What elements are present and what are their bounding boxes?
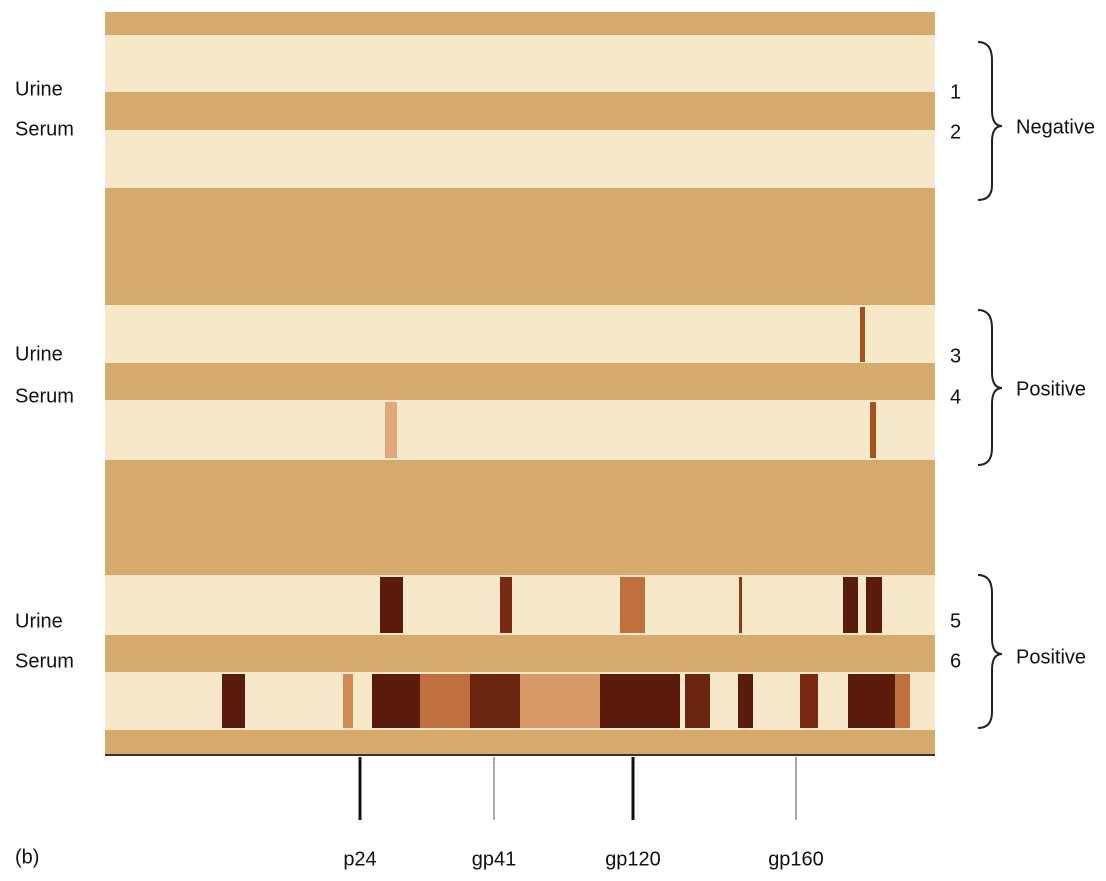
band <box>385 402 397 458</box>
marker-label: gp120 <box>605 848 661 870</box>
blot-membrane <box>105 12 935 755</box>
band <box>420 674 470 728</box>
brace <box>977 574 1003 729</box>
sample-label: Serum <box>15 385 74 407</box>
band <box>739 577 742 633</box>
band <box>380 577 403 633</box>
band <box>222 674 245 728</box>
strip <box>105 130 935 188</box>
marker-label: gp41 <box>472 848 517 870</box>
band <box>848 674 895 728</box>
band <box>520 674 600 728</box>
band <box>895 674 910 728</box>
band <box>620 577 645 633</box>
band <box>843 577 858 633</box>
strip <box>105 575 935 635</box>
bands <box>222 307 910 728</box>
band <box>800 674 818 728</box>
brace <box>977 309 1003 466</box>
band <box>343 674 353 728</box>
result-label: Positive <box>1016 378 1086 400</box>
lane-number: 1 <box>950 81 961 103</box>
sample-label: Urine <box>15 343 63 365</box>
strip <box>105 305 935 363</box>
lane-number: 2 <box>950 121 961 143</box>
lane-number: 5 <box>950 610 961 632</box>
strip <box>105 400 935 460</box>
braces <box>977 41 1003 729</box>
band <box>738 674 753 728</box>
band <box>860 307 865 362</box>
brace <box>977 41 1003 201</box>
band <box>685 674 710 728</box>
band <box>372 674 420 728</box>
sample-label: Serum <box>15 650 74 672</box>
band <box>470 674 520 728</box>
lane-number: 3 <box>950 345 961 367</box>
panel-label: (b) <box>15 846 39 868</box>
sample-label: Urine <box>15 78 63 100</box>
band <box>500 577 512 633</box>
lane-number: 4 <box>950 386 961 408</box>
strip <box>105 35 935 92</box>
result-label: Negative <box>1016 116 1095 138</box>
band <box>866 577 882 633</box>
marker-label: gp160 <box>768 848 824 870</box>
sample-label: Serum <box>15 118 74 140</box>
band <box>600 674 680 728</box>
sample-label: Urine <box>15 610 63 632</box>
lane-number: 6 <box>950 650 961 672</box>
marker-label: p24 <box>343 848 376 870</box>
result-label: Positive <box>1016 646 1086 668</box>
band <box>870 402 876 458</box>
